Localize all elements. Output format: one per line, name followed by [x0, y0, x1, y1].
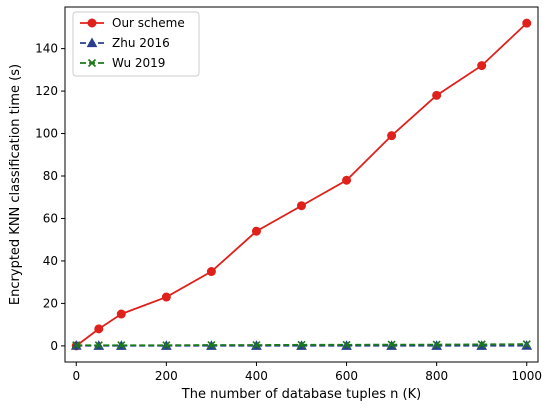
- data-point-circle: [87, 18, 97, 28]
- x-axis: 0 200 400 600 800 1000: [72, 362, 542, 383]
- x-tick-label: 200: [155, 369, 178, 383]
- x-tick-label: 0: [72, 369, 80, 383]
- x-axis-label: The number of database tuples n (K): [181, 387, 421, 402]
- y-tick-label: 120: [35, 84, 58, 98]
- data-point-x-stroke: [342, 340, 351, 349]
- data-point-x-stroke: [387, 340, 396, 349]
- data-point-circle: [522, 18, 532, 28]
- legend-label: Wu 2019: [112, 56, 165, 70]
- data-point-x: [207, 340, 216, 350]
- data-point-x: [87, 58, 97, 68]
- data-point-x-stroke: [207, 340, 216, 350]
- legend-item: Wu 2019: [80, 56, 165, 70]
- x-tick-label: 600: [335, 369, 358, 383]
- y-tick-label: 40: [43, 254, 58, 268]
- data-point-circle: [94, 324, 104, 334]
- x-tick-label: 1000: [511, 369, 542, 383]
- data-point-x-stroke: [252, 340, 261, 350]
- data-point-circle: [251, 226, 261, 236]
- data-point-circle: [432, 90, 442, 100]
- series-layer: [70, 18, 533, 351]
- data-point-x: [117, 341, 126, 350]
- data-point-x: [94, 341, 103, 350]
- data-point-x-stroke: [477, 340, 486, 349]
- y-axis-label: Encrypted KNN classification time (s): [8, 64, 23, 305]
- data-point-x: [72, 341, 81, 350]
- data-point-x-stroke: [87, 58, 97, 68]
- data-point-circle: [297, 201, 306, 211]
- y-tick-label: 20: [43, 296, 58, 310]
- data-point-circle: [206, 267, 216, 277]
- legend-item: Zhu 2016: [80, 36, 170, 50]
- data-point-x: [387, 340, 396, 349]
- y-tick-label: 140: [35, 42, 58, 56]
- legend: Our scheme Zhu 2016 Wu 2019: [72, 11, 200, 77]
- data-point-triangle: [86, 37, 98, 48]
- data-point-x: [252, 340, 261, 350]
- data-point-circle: [387, 131, 397, 141]
- y-axis: 0 20 40 60 80 100 120 140: [35, 42, 65, 353]
- series-wu-2019: [72, 340, 531, 350]
- data-point-x: [522, 340, 531, 349]
- data-point-circle: [342, 175, 352, 185]
- plot-area-frame: [64, 6, 539, 363]
- data-point-x-stroke: [162, 341, 171, 350]
- data-point-x-stroke: [522, 340, 531, 349]
- legend-label: Our scheme: [112, 16, 185, 30]
- data-point-x: [342, 340, 351, 349]
- y-tick-label: 60: [43, 211, 58, 225]
- data-point-x: [162, 341, 171, 350]
- y-tick-label: 0: [50, 339, 58, 353]
- data-point-x-stroke: [94, 341, 103, 350]
- data-point-circle: [161, 292, 171, 302]
- data-point-circle: [477, 61, 487, 71]
- data-point-x: [432, 340, 441, 349]
- data-point-x: [297, 340, 306, 349]
- x-tick-label: 800: [425, 369, 448, 383]
- y-tick-label: 80: [43, 169, 58, 183]
- data-point-x-stroke: [117, 341, 126, 350]
- data-point-x-stroke: [432, 340, 441, 349]
- data-point-x-stroke: [297, 340, 306, 349]
- x-tick-label: 400: [245, 369, 268, 383]
- legend-box: [72, 11, 200, 77]
- data-point-x-stroke: [72, 341, 81, 350]
- series-line: [76, 343, 527, 347]
- data-point-circle: [116, 309, 126, 319]
- y-tick-label: 100: [35, 127, 58, 141]
- legend-label: Zhu 2016: [112, 36, 170, 50]
- data-point-x: [477, 340, 486, 349]
- legend-item: Our scheme: [80, 16, 185, 30]
